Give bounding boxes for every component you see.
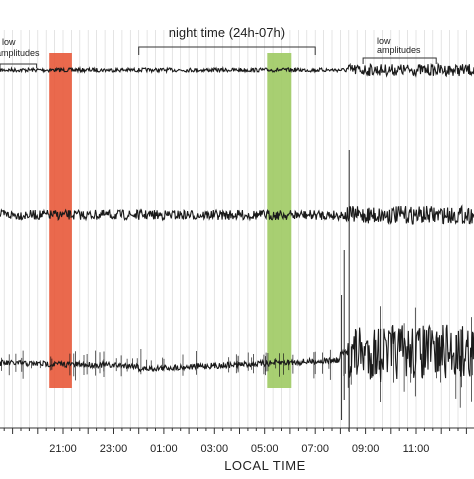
seismic-trace [0,62,474,78]
annotation-label: amplitudes [377,45,421,55]
annotation-label: night time (24h-07h) [169,25,285,40]
x-axis-label: LOCAL TIME [224,458,306,473]
annotation-label: low [377,36,391,46]
x-tick-label: 05:00 [251,443,279,455]
annotation-label: amplitudes [0,48,40,58]
x-tick-label: 09:00 [352,443,380,455]
x-tick-label: 11:00 [403,443,430,455]
annotation-label: low [2,37,16,47]
x-tick-label: 21:00 [49,443,77,455]
highlight-bands [49,53,292,388]
annotation-bracket [0,63,38,68]
seismic-trace [0,204,474,226]
seismic-trace [0,324,474,380]
x-axis: 21:00 23:00 01:00 03:00 05:00 07:00 09:00 11:00 [0,427,474,455]
highlight-band [49,53,72,388]
x-tick-label: 07:00 [301,443,329,455]
x-tick-label: 03:00 [201,443,229,455]
annotation-bracket [362,57,437,64]
seismic-traces [0,62,474,432]
highlight-band [267,53,292,388]
x-tick-label: 01:00 [150,443,178,455]
annotation-bracket [138,46,316,55]
x-tick-label: 23:00 [100,443,128,455]
